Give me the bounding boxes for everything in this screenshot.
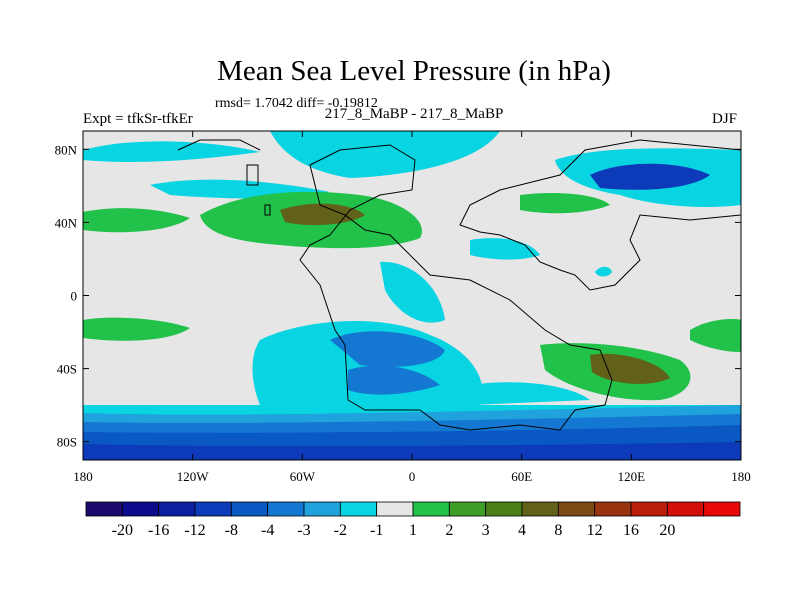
colorbar-swatch <box>448 501 487 517</box>
colorbar-label: -2 <box>334 522 347 539</box>
y-tick-label: 80S <box>57 435 77 450</box>
coastline-eurasia <box>459 139 741 291</box>
colorbar-swatch <box>303 501 341 517</box>
colorbar: -20 -16 -12 -8 -4 -3 -2 -1 1 2 3 4 8 12 16 20 <box>85 501 741 539</box>
y-tick-label: 40S <box>57 362 77 377</box>
x-tick-label: 0 <box>409 469 416 484</box>
y-axis: 80N 40N 0 40S 80S <box>55 142 741 450</box>
colorbar-swatch <box>485 501 523 517</box>
colorbar-swatch <box>267 501 305 517</box>
central-asia-high <box>520 193 610 214</box>
indonesia-field <box>595 266 612 277</box>
y-tick-label: 40N <box>55 215 78 230</box>
date-line-high <box>690 319 741 352</box>
colorbar-label: 1 <box>409 522 417 539</box>
colorbar-swatch <box>630 501 668 517</box>
africa-field <box>380 261 445 323</box>
colorbar-swatch <box>594 501 632 517</box>
colorbar-label: 2 <box>445 522 453 539</box>
x-axis: 180 120W 60W 0 60E 120E 180 <box>73 131 751 484</box>
y-tick-label: 0 <box>71 289 78 304</box>
colorbar-label: 3 <box>482 522 490 539</box>
coastline-north-america <box>177 139 261 151</box>
southern-band-5 <box>83 442 741 460</box>
colorbar-swatch <box>194 501 232 517</box>
x-tick-label: 60E <box>511 469 532 484</box>
colorbar-swatch <box>412 501 450 517</box>
colorbar-swatch <box>521 501 559 517</box>
pacific-high <box>83 208 190 233</box>
colorbar-swatch <box>376 501 414 517</box>
colorbar-label: 8 <box>554 522 562 539</box>
season-label: DJF <box>712 111 738 127</box>
map-title: Mean Sea Level Pressure (in hPa) <box>217 55 611 87</box>
colorbar-label: -4 <box>261 522 274 539</box>
south-atlantic-low <box>348 365 440 395</box>
colorbar-label: -16 <box>148 522 169 539</box>
colorbar-label: 4 <box>518 522 526 539</box>
coastline-island <box>264 204 271 216</box>
colorbar-swatch <box>339 501 378 517</box>
indian-ocean-field <box>470 382 590 405</box>
x-tick-label: 180 <box>73 469 93 484</box>
siberia-low <box>590 163 710 190</box>
x-tick-label: 180 <box>731 469 751 484</box>
australia-core <box>590 353 670 384</box>
south-pacific-high <box>83 317 190 341</box>
colorbar-swatch <box>121 501 160 517</box>
colorbar-swatch <box>85 501 123 517</box>
north-atlantic-core <box>280 203 365 226</box>
x-tick-label: 120E <box>618 469 646 484</box>
coastline-america-africa <box>299 144 613 431</box>
colorbar-label: -3 <box>297 522 310 539</box>
colorbar-label: 12 <box>587 522 603 539</box>
colorbar-swatch <box>158 501 196 517</box>
contour-fields <box>83 131 741 460</box>
continent-outlines <box>177 139 741 431</box>
colorbar-label: -8 <box>225 522 238 539</box>
stats-line: rmsd= 1.7042 diff= -0.19812 <box>215 96 378 111</box>
colorbar-swatch <box>666 501 705 517</box>
y-tick-label: 80N <box>55 142 78 157</box>
arctic-field <box>270 131 500 178</box>
north-pacific-field <box>83 141 260 163</box>
cases-label: 217_8_MaBP - 217_8_MaBP <box>324 106 504 122</box>
colorbar-label: 16 <box>623 522 639 539</box>
x-tick-label: 120W <box>177 469 210 484</box>
colorbar-swatch <box>230 501 269 517</box>
colorbar-label: -20 <box>112 522 133 539</box>
colorbar-label: -1 <box>370 522 383 539</box>
south-america-low <box>330 331 445 367</box>
x-tick-label: 60W <box>290 469 316 484</box>
colorbar-label: 20 <box>659 522 675 539</box>
colorbar-swatch <box>703 501 741 517</box>
coastline-greenland <box>246 164 259 186</box>
experiment-label: Expt = tfkSr-tfkEr <box>83 111 193 127</box>
colorbar-label: -12 <box>184 522 205 539</box>
colorbar-swatch <box>557 501 596 517</box>
